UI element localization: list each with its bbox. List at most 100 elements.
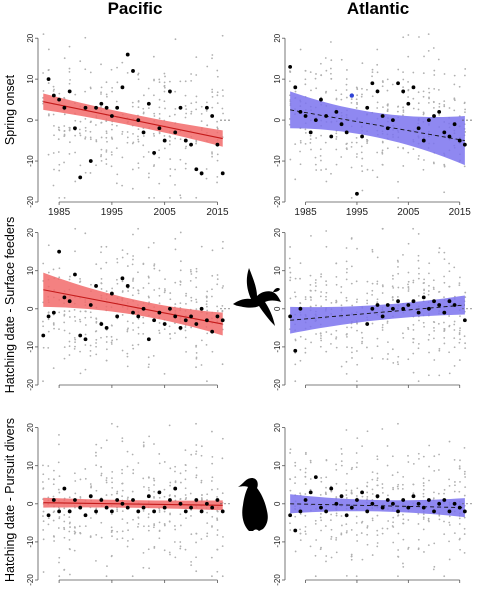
raw-observation-point	[100, 472, 103, 475]
raw-observation-point	[361, 337, 364, 339]
raw-observation-point	[289, 297, 292, 300]
annual-mean-point	[57, 249, 62, 254]
raw-observation-point	[335, 283, 338, 286]
raw-observation-point	[350, 197, 353, 199]
raw-observation-point	[179, 481, 182, 484]
raw-observation-point	[335, 135, 338, 138]
raw-observation-point	[319, 516, 322, 519]
raw-observation-point	[115, 147, 118, 150]
raw-observation-point	[84, 368, 87, 371]
column-title-pacific: Pacific	[108, 0, 163, 18]
raw-observation-point	[95, 559, 97, 562]
raw-observation-point	[355, 136, 358, 139]
raw-observation-point	[325, 331, 328, 333]
annual-mean-point	[355, 498, 359, 502]
raw-observation-point	[95, 318, 98, 320]
raw-observation-point	[381, 428, 384, 430]
annual-mean-point	[324, 114, 329, 118]
raw-observation-point	[57, 461, 60, 464]
raw-observation-point	[158, 529, 161, 532]
raw-observation-point	[371, 517, 374, 520]
raw-observation-point	[361, 189, 364, 192]
confidence-band	[43, 272, 223, 336]
raw-observation-point	[453, 490, 456, 493]
raw-observation-point	[206, 535, 208, 538]
raw-observation-point	[200, 364, 203, 366]
raw-observation-point	[179, 472, 182, 475]
raw-observation-point	[315, 87, 318, 90]
raw-observation-point	[387, 103, 389, 106]
annual-mean-point	[120, 276, 125, 281]
trend-line	[290, 503, 465, 509]
raw-observation-point	[137, 140, 140, 143]
raw-observation-point	[443, 191, 446, 194]
raw-observation-point	[304, 347, 307, 350]
raw-observation-point	[392, 541, 395, 544]
raw-observation-point	[152, 94, 155, 97]
raw-observation-point	[433, 69, 436, 72]
raw-observation-point	[351, 357, 353, 359]
annual-mean-point	[104, 325, 109, 330]
raw-observation-point	[345, 483, 348, 485]
raw-observation-point	[294, 295, 297, 298]
annual-mean-point	[83, 337, 88, 342]
raw-observation-point	[111, 123, 114, 126]
raw-observation-point	[310, 341, 312, 344]
raw-observation-point	[216, 94, 219, 97]
raw-observation-point	[397, 422, 399, 425]
raw-observation-point	[335, 538, 337, 541]
raw-observation-point	[148, 435, 151, 438]
raw-observation-point	[95, 164, 97, 167]
annual-mean-point	[189, 314, 193, 319]
raw-observation-point	[79, 120, 82, 123]
raw-observation-point	[432, 47, 435, 49]
raw-observation-point	[105, 130, 108, 133]
raw-observation-point	[121, 249, 124, 252]
annual-mean-point	[104, 505, 109, 510]
raw-observation-point	[174, 137, 177, 140]
raw-observation-point	[345, 523, 348, 526]
raw-observation-point	[53, 88, 55, 91]
y-tick-label: 20	[273, 423, 282, 432]
raw-observation-point	[443, 337, 446, 339]
annual-mean-point	[401, 306, 406, 311]
raw-observation-point	[163, 288, 166, 290]
raw-observation-point	[345, 360, 348, 363]
raw-observation-point	[116, 425, 119, 428]
raw-observation-point	[345, 575, 348, 577]
raw-observation-point	[42, 90, 45, 92]
raw-observation-point	[293, 291, 296, 294]
raw-observation-point	[127, 327, 129, 330]
raw-observation-point	[325, 560, 327, 563]
raw-observation-point	[105, 120, 108, 123]
raw-observation-point	[320, 480, 323, 483]
raw-observation-point	[325, 476, 328, 479]
raw-observation-point	[84, 333, 87, 336]
raw-observation-point	[335, 301, 337, 304]
raw-observation-point	[289, 529, 292, 531]
raw-observation-point	[42, 529, 45, 531]
raw-observation-point	[153, 263, 156, 266]
raw-observation-point	[428, 96, 430, 99]
raw-observation-point	[121, 156, 124, 159]
raw-observation-point	[423, 281, 426, 284]
raw-observation-point	[195, 541, 197, 544]
raw-observation-point	[169, 174, 172, 177]
raw-observation-point	[69, 521, 71, 524]
annual-mean-point	[115, 314, 120, 319]
raw-observation-point	[52, 184, 55, 187]
raw-observation-point	[131, 490, 134, 493]
raw-observation-point	[407, 286, 410, 288]
annual-mean-point	[83, 105, 88, 110]
raw-observation-point	[407, 96, 410, 98]
raw-observation-point	[221, 34, 224, 37]
raw-observation-point	[371, 248, 374, 251]
raw-observation-point	[361, 340, 364, 343]
raw-observation-point	[376, 455, 379, 458]
raw-observation-point	[206, 290, 209, 293]
confidence-band	[290, 295, 465, 334]
raw-observation-point	[330, 535, 333, 538]
annual-mean-point	[62, 295, 67, 300]
raw-observation-point	[346, 268, 348, 270]
